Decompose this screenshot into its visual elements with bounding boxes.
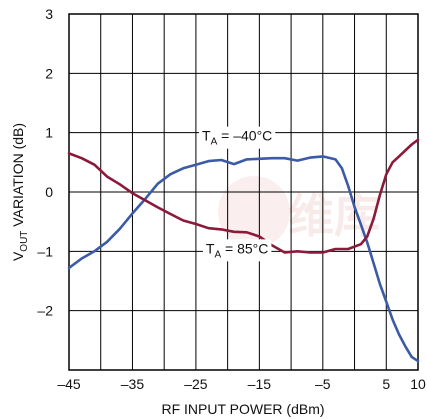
y-axis-title-suffix: VARIATION (dB) <box>10 123 26 231</box>
y-tick-label: –2 <box>37 303 53 319</box>
x-tick-label: –35 <box>121 376 145 392</box>
annotation-suffix: = 85°C <box>221 240 268 256</box>
annotation-label-1: TA = 85°C <box>206 240 268 260</box>
x-tick-label: 10 <box>410 376 426 392</box>
x-tick-label: 5 <box>382 376 390 392</box>
y-tick-label: 2 <box>45 65 53 81</box>
annotation-subscript: A <box>214 249 221 260</box>
series-lines <box>67 138 420 363</box>
y-axis-title-subscript: OUT <box>19 231 30 252</box>
x-tick-label: –15 <box>248 376 272 392</box>
y-tick-label: 1 <box>45 125 53 141</box>
x-tick-label: –45 <box>57 376 81 392</box>
annotation-bg <box>199 126 276 149</box>
annotation-bg <box>202 239 272 262</box>
grid <box>68 13 419 371</box>
x-tick-label: –5 <box>315 376 331 392</box>
y-axis-title: VOUT VARIATION (dB) <box>10 123 30 261</box>
y-tick-label: 0 <box>45 184 53 200</box>
annotations: TA = –40°CTA = 85°C <box>199 126 276 262</box>
annotation-prefix: T <box>202 128 211 144</box>
annotation-suffix: = –40°C <box>217 128 272 144</box>
annotation-prefix: T <box>206 240 215 256</box>
x-tick-labels: –45 –35 –25 –15 –5 5 10 <box>57 376 426 392</box>
y-tick-labels: –2 –1 0 1 2 3 <box>37 6 53 319</box>
annotation-subscript: A <box>211 137 218 148</box>
watermark-logo-circle <box>218 176 290 248</box>
y-axis-title-prefix: V <box>10 251 26 261</box>
plot-frame <box>68 13 419 371</box>
series-line-1 <box>67 138 420 254</box>
x-tick-label: –25 <box>184 376 208 392</box>
x-axis-title: RF INPUT POWER (dBm) <box>161 401 324 417</box>
y-tick-label: 3 <box>45 6 53 22</box>
watermark-text: 维库 <box>288 190 380 242</box>
y-tick-label: –1 <box>37 243 53 259</box>
annotation-label-0: TA = –40°C <box>202 128 272 148</box>
series-line-0 <box>67 155 420 363</box>
